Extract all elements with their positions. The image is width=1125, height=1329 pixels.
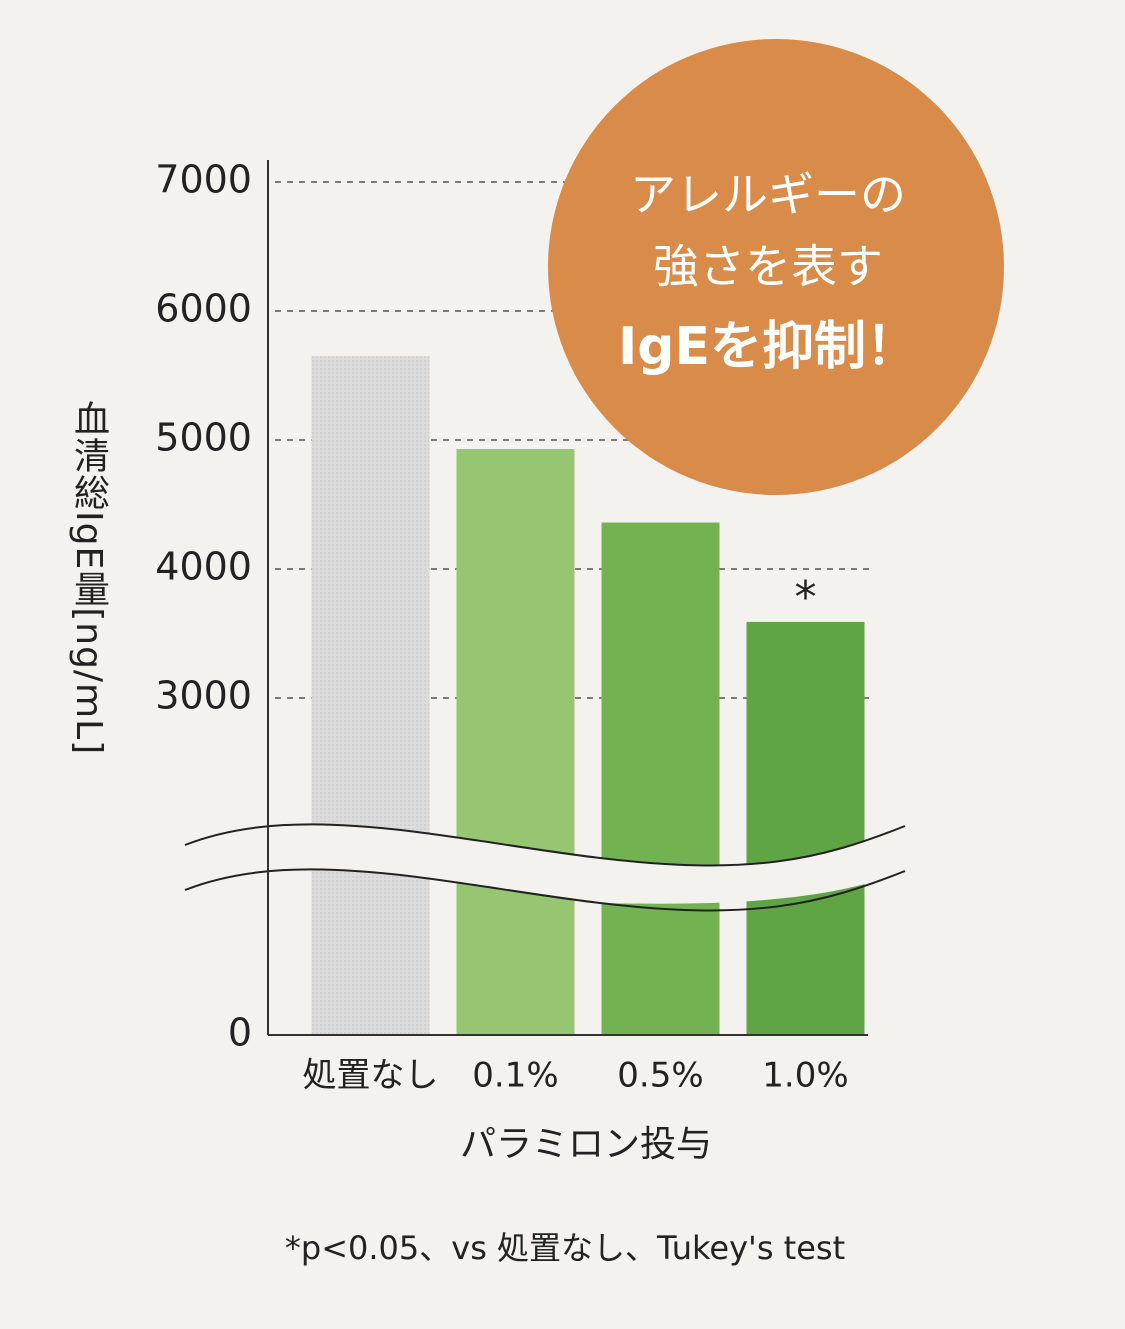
x-axis-label: パラミロン投与 bbox=[460, 1124, 712, 1165]
footnote: *p<0.05、vs 処置なし、Tukey's test bbox=[285, 1229, 845, 1267]
y-tick-label: 7000 bbox=[155, 158, 252, 202]
bar bbox=[601, 522, 720, 1035]
bar bbox=[746, 621, 865, 1035]
bar bbox=[311, 356, 430, 1035]
significance-mark: * bbox=[795, 572, 817, 623]
y-tick-label: 5000 bbox=[155, 416, 252, 460]
x-tick-label: 1.0% bbox=[762, 1056, 848, 1096]
annotation-line: アレルギーの bbox=[630, 168, 906, 222]
annotation-badge bbox=[548, 39, 1004, 495]
axis-break-line bbox=[184, 823, 906, 867]
axis-break-fill bbox=[185, 824, 905, 904]
annotation-line: 強さを表す bbox=[653, 240, 883, 294]
x-tick-label: 0.1% bbox=[472, 1056, 558, 1096]
y-tick-label: 6000 bbox=[155, 287, 252, 331]
y-axis-label: 血清総IgE量[ng/mL] bbox=[68, 400, 109, 756]
annotation-line: IgEを抑制！ bbox=[618, 317, 918, 377]
x-tick-label: 処置なし bbox=[303, 1056, 439, 1096]
y-tick-label: 4000 bbox=[155, 545, 252, 589]
x-tick-label: 0.5% bbox=[617, 1056, 703, 1096]
bar bbox=[456, 449, 575, 1035]
axis-break-line bbox=[184, 868, 906, 912]
y-tick-label: 0 bbox=[228, 1011, 252, 1055]
y-tick-label: 3000 bbox=[155, 674, 252, 718]
